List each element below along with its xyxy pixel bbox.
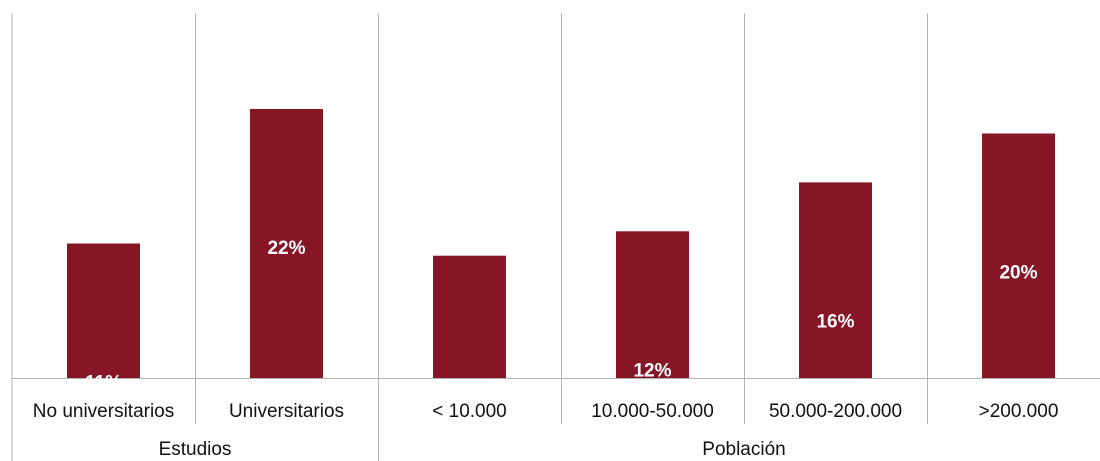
data-label: 11%: [85, 373, 122, 394]
category-label: No universitarios: [33, 401, 175, 422]
group-label: Estudios: [159, 439, 232, 460]
bar: [250, 109, 323, 378]
data-label: 10%: [450, 385, 488, 406]
bar: [616, 231, 689, 378]
category-label: < 10.000: [432, 401, 507, 422]
category-labels: No universitarios Universitarios < 10.000 1…: [33, 401, 1059, 422]
category-label: >200.000: [979, 401, 1059, 422]
category-dividers: [11, 13, 928, 461]
data-label: 22%: [267, 238, 305, 259]
bar: [982, 133, 1055, 378]
category-label: Universitarios: [229, 401, 344, 422]
data-labels: 11% 22% 10% 12% 16% 20%: [85, 238, 1038, 406]
bar: [799, 182, 872, 378]
bar: [67, 243, 140, 378]
group-label: Población: [702, 439, 785, 460]
data-label: 12%: [633, 360, 671, 381]
data-label: 20%: [999, 263, 1037, 284]
category-label: 10.000-50.000: [591, 401, 714, 422]
category-label: 50.000-200.000: [769, 401, 902, 422]
group-labels: Estudios Población: [159, 439, 786, 460]
data-label: 16%: [816, 311, 854, 332]
bar: [433, 255, 506, 378]
bar-series: [67, 109, 1055, 378]
